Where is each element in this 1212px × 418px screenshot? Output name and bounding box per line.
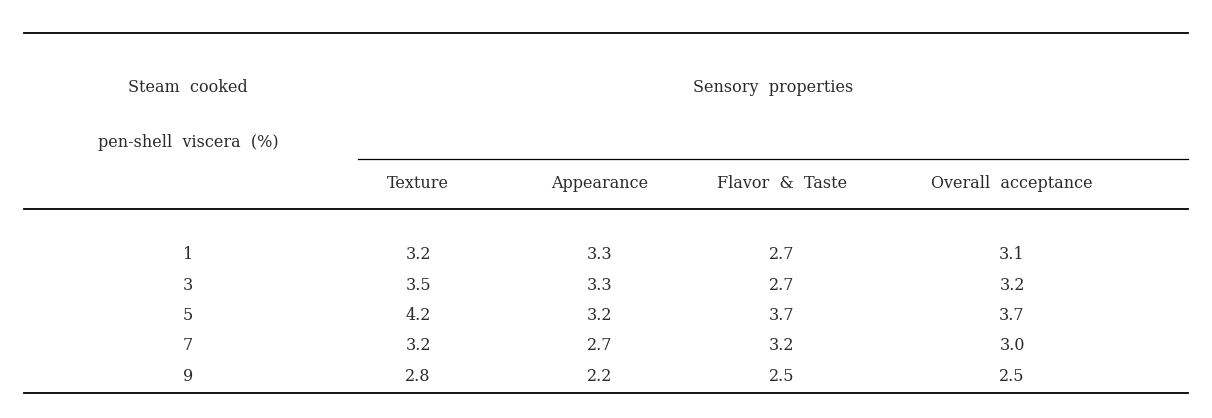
Text: 3.7: 3.7	[999, 307, 1025, 324]
Text: 3.7: 3.7	[768, 307, 795, 324]
Text: 3: 3	[183, 277, 193, 294]
Text: 7: 7	[183, 337, 193, 354]
Text: pen-shell  viscera  (%): pen-shell viscera (%)	[97, 134, 279, 150]
Text: 3.2: 3.2	[768, 337, 795, 354]
Text: 2.5: 2.5	[999, 368, 1025, 385]
Text: 3.3: 3.3	[587, 277, 613, 294]
Text: 4.2: 4.2	[406, 307, 430, 324]
Text: 3.1: 3.1	[999, 247, 1025, 263]
Text: Steam  cooked: Steam cooked	[128, 79, 247, 96]
Text: 3.2: 3.2	[405, 247, 431, 263]
Text: 2.7: 2.7	[587, 337, 613, 354]
Text: 5: 5	[183, 307, 193, 324]
Text: Appearance: Appearance	[551, 176, 648, 192]
Text: Overall  acceptance: Overall acceptance	[931, 176, 1093, 192]
Text: 3.0: 3.0	[999, 337, 1025, 354]
Text: 3.3: 3.3	[587, 247, 613, 263]
Text: 3.2: 3.2	[999, 277, 1025, 294]
Text: Flavor  &  Taste: Flavor & Taste	[716, 176, 847, 192]
Text: 1: 1	[183, 247, 193, 263]
Text: 2.8: 2.8	[405, 368, 431, 385]
Text: 3.2: 3.2	[587, 307, 613, 324]
Text: Texture: Texture	[387, 176, 450, 192]
Text: 2.2: 2.2	[588, 368, 612, 385]
Text: 2.5: 2.5	[768, 368, 795, 385]
Text: 3.5: 3.5	[405, 277, 431, 294]
Text: Sensory  properties: Sensory properties	[692, 79, 853, 96]
Text: 2.7: 2.7	[768, 277, 795, 294]
Text: 9: 9	[183, 368, 193, 385]
Text: 3.2: 3.2	[405, 337, 431, 354]
Text: 2.7: 2.7	[768, 247, 795, 263]
